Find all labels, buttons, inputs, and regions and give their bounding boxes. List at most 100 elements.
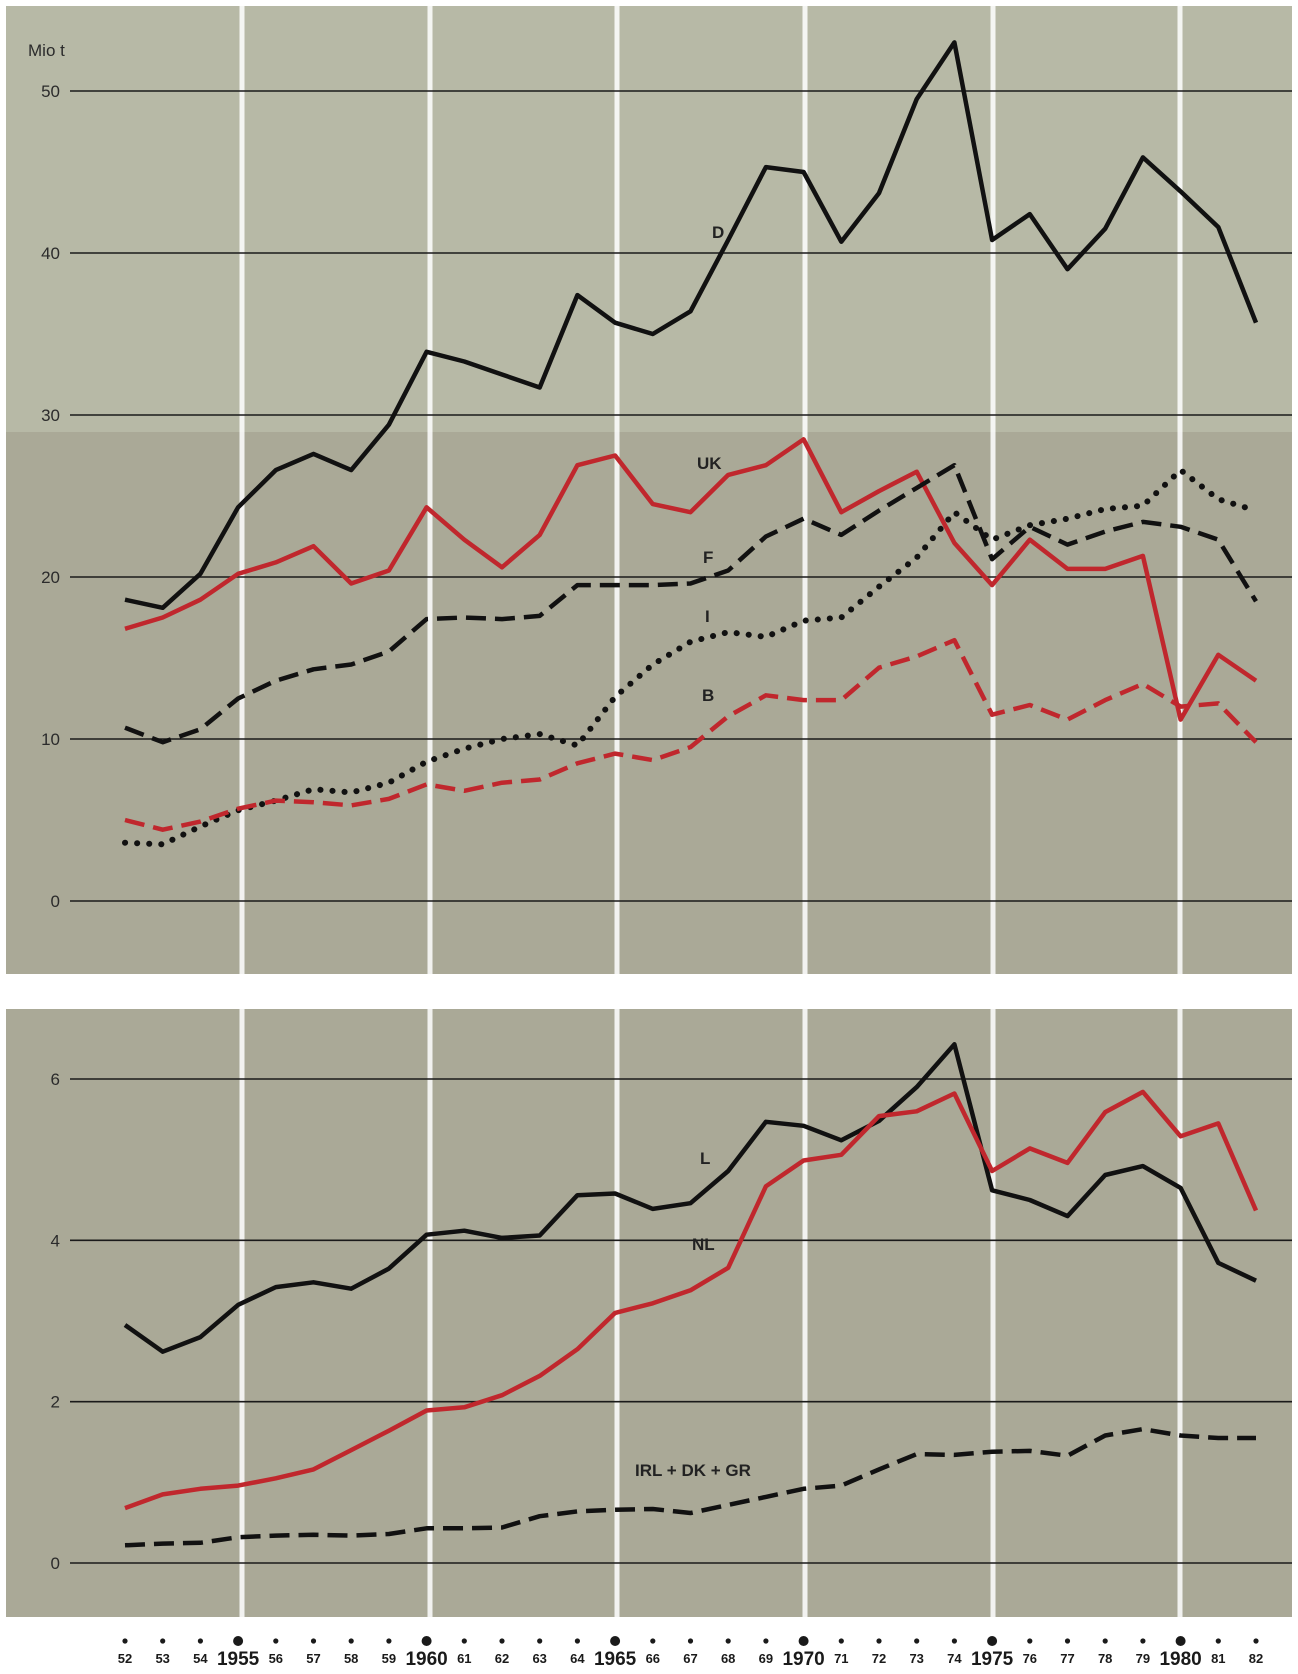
x-tick-dot	[914, 1638, 920, 1644]
x-tick-label: 52	[118, 1651, 132, 1666]
panel-background-top	[6, 6, 1292, 432]
panel-background	[6, 1009, 1292, 1617]
x-tick-dot	[763, 1638, 769, 1644]
x-tick-dot	[1253, 1638, 1259, 1644]
x-tick-label: 54	[193, 1651, 208, 1666]
series-line-f	[124, 462, 1258, 745]
y-unit-label: Mio t	[28, 41, 65, 60]
x-tick-label: 58	[344, 1651, 358, 1666]
five-year-separator	[239, 1009, 245, 1617]
series-line-b	[124, 637, 1258, 832]
y-tick-label: 0	[51, 892, 60, 911]
series-label-i: I	[705, 607, 710, 626]
x-tick-label: 78	[1098, 1651, 1112, 1666]
x-tick-dot-major	[421, 1636, 432, 1646]
series-line-uk	[124, 437, 1258, 722]
x-tick-dot	[273, 1638, 279, 1644]
x-tick-dot	[687, 1638, 694, 1644]
y-tick-label: 2	[51, 1393, 60, 1412]
x-tick-label: 73	[909, 1651, 923, 1666]
y-tick-label: 20	[41, 568, 60, 587]
x-tick-label: 63	[532, 1651, 546, 1666]
panel-background-bottom	[6, 432, 1292, 974]
x-tick-label: 79	[1136, 1651, 1150, 1666]
x-tick-dot	[197, 1638, 203, 1644]
five-year-separator	[990, 6, 996, 974]
five-year-separator	[1177, 6, 1183, 974]
x-tick-label: 82	[1249, 1651, 1263, 1666]
x-tick-dot-major	[610, 1636, 621, 1646]
x-tick-dot	[348, 1638, 354, 1644]
x-tick-label: 1960	[405, 1649, 447, 1669]
x-tick-dot	[951, 1638, 958, 1644]
x-tick-label: 67	[683, 1651, 697, 1666]
series-line-nl	[124, 1089, 1259, 1511]
series-label-l: L	[700, 1149, 710, 1168]
x-tick-label: 71	[834, 1651, 848, 1666]
five-year-separator	[1177, 1009, 1183, 1617]
x-tick-dot	[1027, 1638, 1033, 1644]
x-tick-label: 66	[646, 1651, 660, 1666]
x-tick-label: 59	[382, 1651, 396, 1666]
x-tick-label: 53	[155, 1651, 169, 1666]
lower-chart-panel: 0 2 4 6 L NL IRL + DK + GR	[6, 1009, 1292, 1617]
x-tick-label: 81	[1211, 1651, 1225, 1666]
x-axis: 52 53 54 1955 56 57 58 59 1960 61 62 63 64 1965 66 67 68…	[118, 1636, 1263, 1670]
x-tick-dot	[499, 1638, 505, 1644]
x-tick-dot	[1064, 1638, 1071, 1644]
x-tick-label: 1975	[971, 1649, 1014, 1669]
x-tick-dot-major	[233, 1636, 244, 1646]
x-tick-label: 1970	[782, 1649, 824, 1669]
series-line-d	[124, 40, 1259, 611]
x-tick-dot-major	[1175, 1636, 1186, 1646]
series-label-d: D	[712, 223, 724, 242]
x-tick-dot	[838, 1638, 844, 1644]
y-tick-label: 50	[41, 82, 60, 101]
x-tick-dot-major	[987, 1636, 998, 1646]
y-tick-label: 40	[41, 244, 60, 263]
series-label-f: F	[703, 548, 713, 567]
x-tick-dot	[1215, 1638, 1221, 1644]
x-tick-dot	[537, 1638, 543, 1644]
x-tick-dot	[160, 1638, 166, 1644]
five-year-separator	[427, 6, 433, 974]
series-label-irl-dk-gr: IRL + DK + GR	[635, 1461, 751, 1480]
five-year-separator	[802, 1009, 808, 1617]
x-tick-label: 56	[269, 1651, 283, 1666]
x-tick-label: 1955	[217, 1649, 260, 1669]
x-tick-dot	[461, 1638, 467, 1644]
x-tick-dot	[650, 1638, 656, 1644]
x-tick-label: 62	[495, 1651, 509, 1666]
y-tick-label: 4	[51, 1231, 60, 1250]
upper-chart-panel: 0 10 20 30 40 50 Mio t D UK F I B	[6, 6, 1292, 974]
x-tick-dot	[386, 1638, 392, 1644]
y-tick-label: 6	[51, 1070, 60, 1089]
five-year-separator	[427, 1009, 433, 1617]
x-tick-label: 69	[759, 1651, 773, 1666]
x-tick-label: 57	[306, 1651, 320, 1666]
five-year-separator	[802, 6, 808, 974]
series-line-l	[123, 1042, 1257, 1354]
series-label-b: B	[702, 686, 714, 705]
x-tick-label: 64	[570, 1651, 585, 1666]
series-line-i	[122, 467, 1259, 848]
five-year-separator	[614, 6, 620, 974]
x-tick-dot	[574, 1638, 581, 1644]
x-tick-label: 76	[1023, 1651, 1037, 1666]
series-line-irl-dk-gr	[124, 1426, 1256, 1548]
x-tick-label: 68	[721, 1651, 735, 1666]
x-tick-label: 1965	[594, 1649, 637, 1669]
x-tick-label: 74	[947, 1651, 962, 1666]
x-tick-dot	[1140, 1638, 1146, 1644]
x-tick-dot-major	[798, 1636, 809, 1646]
x-tick-dot	[725, 1638, 731, 1644]
x-tick-dot	[876, 1638, 882, 1644]
y-tick-label: 0	[51, 1554, 60, 1573]
series-label-nl: NL	[692, 1235, 715, 1254]
x-tick-label: 1980	[1159, 1649, 1201, 1669]
x-tick-label: 77	[1060, 1651, 1074, 1666]
five-year-separator	[239, 6, 245, 974]
y-tick-label: 10	[41, 730, 60, 749]
